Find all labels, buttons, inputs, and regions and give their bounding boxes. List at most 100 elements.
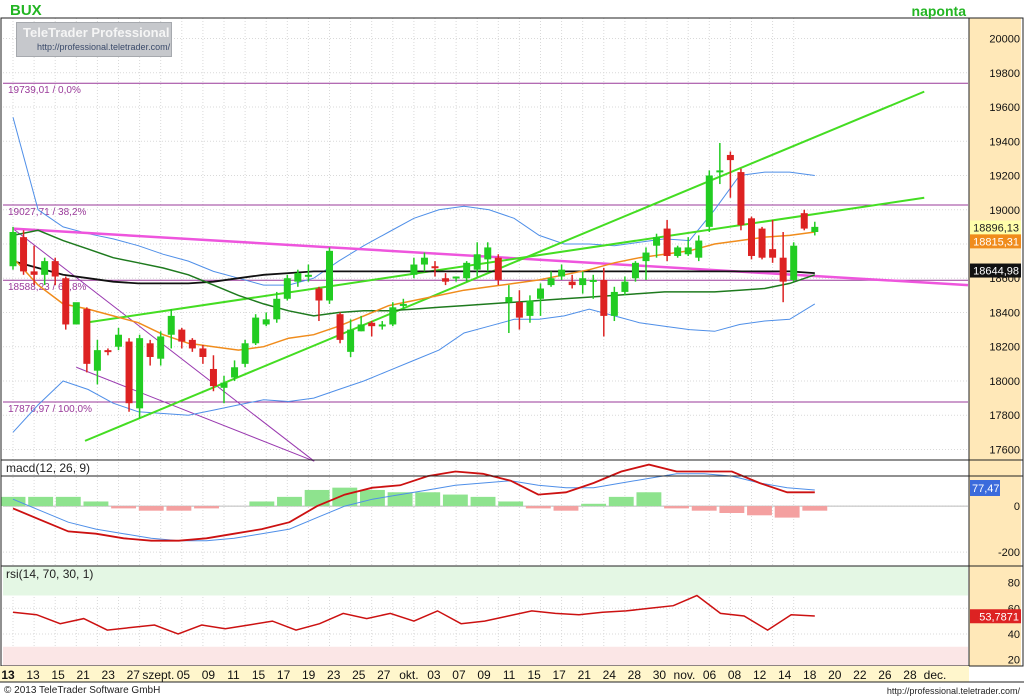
y-tick-label: 18400 [989,307,1020,319]
candle [326,247,333,304]
candle-body [115,334,122,347]
y-tick-label: 17800 [989,410,1020,422]
candle [62,276,70,330]
candle-body [389,307,397,325]
candle-body [705,175,713,227]
candle-body [779,257,787,282]
candle [558,264,566,280]
candle-body [737,172,745,226]
candle [378,321,386,330]
x-tick-label: 21 [76,668,90,682]
candle-body [726,154,734,161]
x-tick-label: 28 [903,668,917,682]
x-tick-label: 26 [878,668,892,682]
candle [547,271,555,287]
candle [484,242,492,272]
macd-histogram-bar [304,489,330,507]
candle [811,221,819,236]
candle [304,264,312,282]
candle [83,307,91,373]
candle-body [326,250,333,301]
price-tag-bg [970,220,1021,235]
y-tick-label: 19800 [989,68,1020,80]
x-tick-label: 30 [653,668,667,682]
candle [705,170,713,233]
candle [631,261,639,282]
candle-body [294,273,302,282]
candle-body [241,343,249,364]
candle-body [157,336,165,359]
candle [473,242,481,277]
macd-histogram-bar [111,506,137,509]
value-axis-bg [969,18,1021,666]
y-tick-label: 19200 [989,171,1020,183]
candle-body [463,262,471,279]
candle [748,216,755,260]
x-tick-label: 05 [177,668,191,682]
candle [199,345,207,364]
macd-histogram-bar [747,506,772,516]
candle-body [642,252,650,262]
candle [642,247,650,280]
candle [283,274,291,301]
candle-body [51,261,59,277]
macd-histogram-bar [166,506,192,511]
macd-histogram-bar [470,496,496,507]
candle [769,220,777,263]
y-tick-label: 20000 [989,34,1020,46]
x-tick-label: 11 [227,668,240,682]
x-tick-label: 28 [628,668,642,682]
macd-histogram-bar [664,506,690,509]
x-tick-label: 11 [503,668,516,682]
candle-body [452,276,460,279]
fib-label: 17876,97 / 100,0% [8,404,92,415]
macd-histogram-bar [194,506,219,509]
candle [494,254,502,286]
x-tick-label: 08 [728,668,742,682]
y-tick-label: 19600 [989,102,1020,114]
candle [157,331,165,366]
fib-label: 19739,01 / 0,0% [8,85,81,96]
candle-body [83,309,91,364]
candle-body [653,237,661,246]
candle [368,321,376,337]
y-tick-label: 19400 [989,136,1020,148]
x-tick-label: 27 [377,668,391,682]
sma-fast [12,231,815,351]
copyright: © 2013 TeleTrader Software GmbH [4,685,161,696]
site-url: http://professional.teletrader.com/ [886,686,1020,696]
candle [20,230,28,275]
candle-body [600,279,608,316]
macd-histogram-bar [249,501,275,507]
candle [399,298,407,310]
bollinger-upper [12,117,815,286]
period-label: naponta [911,3,966,19]
macd-histogram-bar [498,501,524,507]
candle-body [431,266,439,269]
rsi-title: rsi(14, 70, 30, 1) [6,567,94,581]
x-tick-label: szept. [142,668,174,682]
macd-panel [0,463,968,542]
candle-body [20,237,28,272]
candle [505,285,513,334]
price-tag: 18644,98 [973,266,1019,278]
candle-body [252,317,260,344]
candle-body [621,281,629,292]
candle-body [442,278,450,282]
candle [30,245,38,286]
candle [515,290,523,330]
candle [273,291,281,323]
y-tick-label: 40 [1008,629,1020,641]
candle-body [420,257,428,265]
candle-body [9,232,17,267]
rsi-oversold-band [3,646,968,666]
x-tick-label: 12 [753,668,767,682]
candle [167,309,175,349]
candle [663,220,671,262]
candle [716,142,724,185]
candle-body [494,257,502,280]
y-tick-label: 0 [1014,501,1020,513]
y-tick-label: 80 [1008,578,1020,590]
candle [621,276,629,296]
